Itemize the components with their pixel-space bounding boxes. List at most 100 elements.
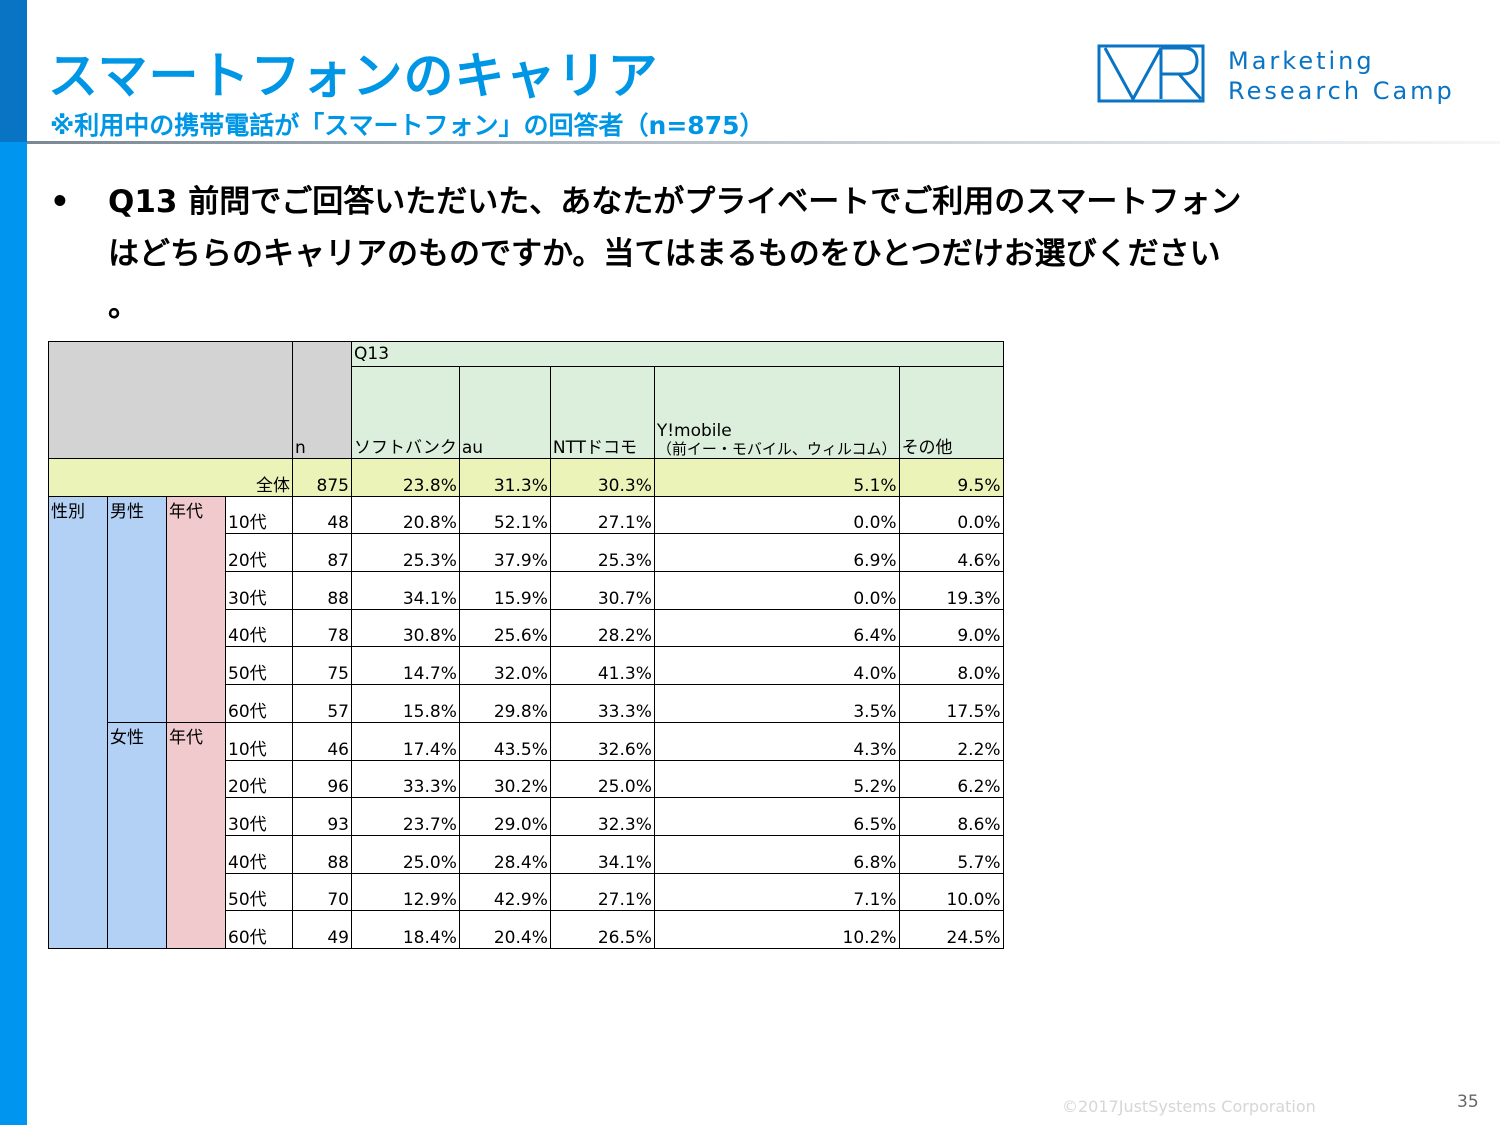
age-label: 20代	[225, 533, 293, 573]
left-accent-bar	[0, 142, 27, 1125]
age-label: 10代	[225, 495, 293, 535]
bullet-icon: •	[50, 184, 70, 220]
row-n: 88	[292, 571, 352, 610]
row-value: 2.2%	[898, 721, 1004, 761]
row-value: 27.1%	[549, 495, 655, 535]
left-accent-bar-top	[0, 0, 27, 142]
row-value: 6.2%	[898, 759, 1004, 799]
row-value: 25.6%	[458, 608, 551, 648]
sex-label: 女性	[107, 721, 167, 949]
row-value: 28.4%	[458, 834, 551, 874]
row-value: 15.8%	[351, 684, 460, 723]
row-value: 34.1%	[549, 834, 655, 874]
row-value: 10.2%	[653, 910, 900, 949]
age-label: 60代	[225, 910, 293, 949]
total-value: 30.3%	[549, 458, 655, 497]
total-value: 9.5%	[898, 458, 1004, 497]
row-value: 6.4%	[653, 608, 900, 648]
row-value: 8.0%	[898, 646, 1004, 686]
row-value: 32.0%	[458, 646, 551, 686]
logo-wordmark: Marketing Research Camp	[1228, 46, 1455, 106]
sex-label: 男性	[107, 495, 167, 723]
total-value: 31.3%	[458, 458, 551, 497]
row-value: 20.8%	[351, 495, 460, 535]
row-n: 48	[292, 495, 352, 535]
row-value: 4.0%	[653, 646, 900, 686]
row-value: 27.1%	[549, 872, 655, 912]
row-value: 20.4%	[458, 910, 551, 949]
row-value: 19.3%	[898, 571, 1004, 610]
row-value: 0.0%	[898, 495, 1004, 535]
row-value: 29.0%	[458, 797, 551, 836]
age-label: 10代	[225, 721, 293, 761]
row-value: 23.7%	[351, 797, 460, 836]
table-row: 性別 男性 年代 10代 48 20.8% 52.1% 27.1% 0.0% 0.0%	[48, 495, 1004, 949]
row-value: 30.8%	[351, 608, 460, 648]
company-logo: Marketing Research Camp	[1097, 44, 1487, 108]
row-n: 87	[292, 533, 352, 573]
table-row: 30代 88 34.1% 15.9% 30.7% 0.0% 19.3%	[49, 571, 1004, 610]
row-value: 37.9%	[458, 533, 551, 573]
age-label: 50代	[225, 872, 293, 912]
row-value: 32.6%	[549, 721, 655, 761]
logo-line-1: Marketing	[1228, 47, 1375, 75]
row-value: 33.3%	[549, 684, 655, 723]
row-value: 29.8%	[458, 684, 551, 723]
results-table: n Q13 ソフトバンク au NTTドコモ Y!mobile （前イー・モバイル…	[48, 341, 1004, 949]
row-value: 25.3%	[549, 533, 655, 573]
total-n: 875	[292, 458, 352, 497]
row-n: 75	[292, 646, 352, 686]
group-label-gender: 性別	[48, 495, 108, 949]
row-value: 12.9%	[351, 872, 460, 912]
row-value: 25.0%	[351, 834, 460, 874]
row-value: 6.8%	[653, 834, 900, 874]
row-n: 46	[292, 721, 352, 761]
row-value: 14.7%	[351, 646, 460, 686]
row-value: 30.7%	[549, 571, 655, 610]
row-value: 41.3%	[549, 646, 655, 686]
col-header-ymobile: Y!mobile （前イー・モバイル、ウィルコム）	[653, 366, 900, 459]
row-value: 33.3%	[351, 759, 460, 799]
table-row: 20代 87 25.3% 37.9% 25.3% 6.9% 4.6%	[49, 533, 1004, 573]
row-value: 0.0%	[653, 571, 900, 610]
row-value: 25.0%	[549, 759, 655, 799]
header-q13: Q13	[351, 341, 1004, 367]
row-value: 9.0%	[898, 608, 1004, 648]
row-value: 4.3%	[653, 721, 900, 761]
question-line: 。	[108, 288, 139, 324]
row-value: 43.5%	[458, 721, 551, 761]
table-row: 40代 78 30.8% 25.6% 28.2% 6.4% 9.0%	[49, 608, 1004, 648]
question-line: Q13 前問でご回答いただいた、あなたがプライベートでご利用のスマートフォン	[108, 184, 1242, 220]
row-value: 0.0%	[653, 495, 900, 535]
row-value: 4.6%	[898, 533, 1004, 573]
table-row: 50代 70 12.9% 42.9% 27.1% 7.1% 10.0%	[49, 872, 1004, 912]
row-value: 34.1%	[351, 571, 460, 610]
table-row: 20代 96 33.3% 30.2% 25.0% 5.2% 6.2%	[49, 759, 1004, 799]
logo-line-2: Research Camp	[1228, 77, 1455, 105]
age-label: 50代	[225, 646, 293, 686]
row-n: 88	[292, 834, 352, 874]
table-row: 女性 年代 10代 46 17.4% 43.5% 32.6% 4.3% 2.2%	[49, 721, 1004, 949]
row-value: 3.5%	[653, 684, 900, 723]
row-n: 57	[292, 684, 352, 723]
row-value: 6.5%	[653, 797, 900, 836]
table-row: 30代 93 23.7% 29.0% 32.3% 6.5% 8.6%	[49, 797, 1004, 836]
total-value: 23.8%	[351, 458, 460, 497]
age-group-label: 年代	[166, 721, 226, 949]
table-row: 60代 57 15.8% 29.8% 33.3% 3.5% 17.5%	[49, 684, 1004, 723]
question-text: Q13 前問でご回答いただいた、あなたがプライベートでご利用のスマートフォン は…	[108, 176, 1488, 332]
col-header-softbank: ソフトバンク	[351, 366, 460, 459]
table-row: 50代 75 14.7% 32.0% 41.3% 4.0% 8.0%	[49, 646, 1004, 686]
row-value: 52.1%	[458, 495, 551, 535]
age-label: 30代	[225, 797, 293, 836]
col-header-au: au	[458, 366, 551, 459]
row-value: 5.7%	[898, 834, 1004, 874]
col-header-other: その他	[898, 366, 1004, 459]
age-label: 30代	[225, 571, 293, 610]
age-label: 40代	[225, 834, 293, 874]
row-value: 5.2%	[653, 759, 900, 799]
row-value: 15.9%	[458, 571, 551, 610]
row-value: 28.2%	[549, 608, 655, 648]
age-label: 60代	[225, 684, 293, 723]
row-n: 49	[292, 910, 352, 949]
